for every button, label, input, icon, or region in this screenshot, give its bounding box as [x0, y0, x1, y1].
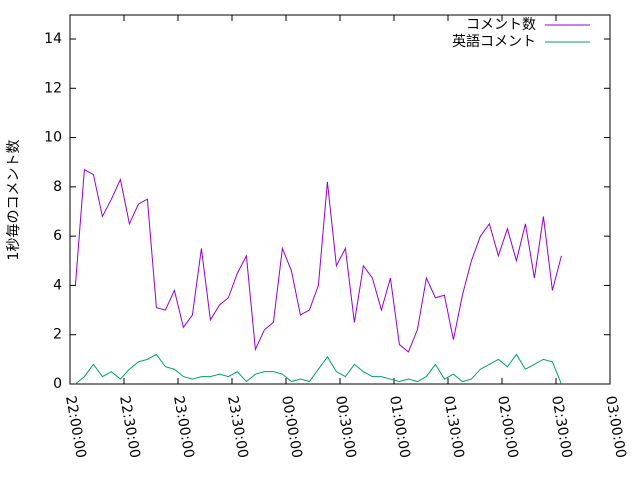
x-tick-label: 00:30:00 [332, 395, 359, 460]
x-tick-label: 02:30:00 [548, 395, 575, 460]
x-tick-label: 00:00:00 [278, 395, 305, 460]
y-tick-label: 8 [53, 179, 62, 195]
x-tick-label: 01:30:00 [440, 395, 467, 460]
y-tick-label: 2 [53, 327, 62, 343]
y-tick-label: 12 [44, 80, 62, 96]
legend-label: コメント数 [466, 17, 536, 33]
x-tick-label: 01:00:00 [386, 395, 413, 460]
plot-border [69, 14, 611, 385]
y-tick-label: 4 [53, 277, 62, 293]
y-tick-label: 14 [44, 31, 62, 47]
data-line [75, 353, 562, 385]
data-line [74, 168, 562, 353]
x-tick-label: 22:30:00 [116, 395, 143, 460]
y-axis-label: 1秒毎のコメント数 [6, 140, 22, 261]
y-tick-label: 0 [53, 376, 62, 392]
x-tick-label: 23:30:00 [224, 395, 251, 460]
x-tick-label: 23:00:00 [170, 395, 197, 460]
y-tick-label: 10 [44, 130, 62, 146]
legend-label: 英語コメント [452, 33, 536, 50]
x-tick-label: 22:00:00 [62, 395, 89, 460]
x-tick-label: 02:00:00 [494, 395, 521, 460]
y-tick-label: 6 [53, 228, 62, 244]
x-tick-label: 03:00:00 [602, 395, 629, 460]
